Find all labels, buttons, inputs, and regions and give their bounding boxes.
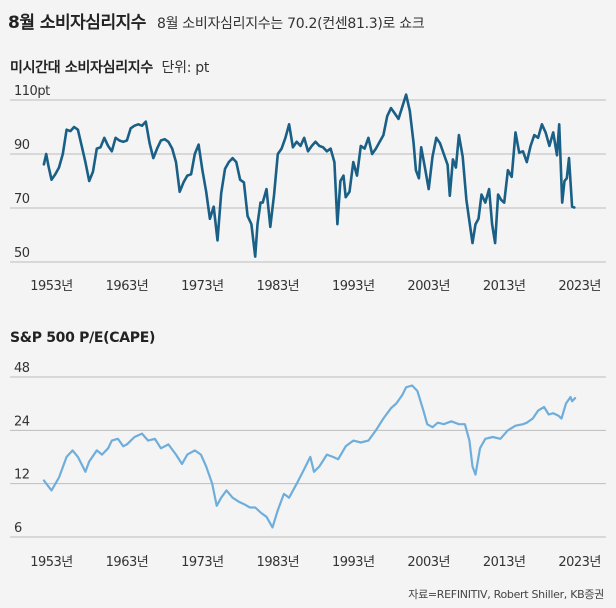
chart1-title-block: 미시간대 소비자심리지수 단위: pt [10, 57, 209, 77]
chart2-series-line [42, 384, 577, 529]
chart2-ytick-label: 24 [14, 414, 30, 429]
source-note: 자료=REFINITIV, Robert Shiller, KB증권 [408, 588, 604, 601]
header: 8월 소비자심리지수 8월 소비자심리지수는 70.2(컨센81.3)로 쇼크 [8, 8, 425, 33]
chart2-xtick-label: 2003년 [407, 555, 450, 570]
chart1-title: 미시간대 소비자심리지수 [10, 60, 153, 76]
chart2-xtick-label: 1993년 [332, 555, 375, 570]
chart2-xtick-label: 1983년 [257, 555, 300, 570]
page-title: 8월 소비자심리지수 [8, 13, 146, 33]
chart2-xtick-label: 1953년 [30, 555, 73, 570]
chart1-xtick-label: 1953년 [30, 279, 73, 294]
chart1-xtick-label: 2013년 [483, 279, 526, 294]
chart1-xtick-label: 1963년 [106, 279, 149, 294]
chart1-xtick-label: 1973년 [181, 279, 224, 294]
chart1-unit: 단위: pt [161, 60, 210, 76]
chart2-ytick-label: 48 [14, 361, 30, 376]
chart2-xtick-label: 1973년 [181, 555, 224, 570]
chart2-ytick-label: 6 [14, 521, 22, 536]
chart1-ytick-label: 50 [14, 246, 30, 261]
chart2-xtick-label: 2023년 [558, 555, 601, 570]
chart1-xtick-label: 1993년 [332, 279, 375, 294]
chart1-xtick-label: 2023년 [558, 279, 601, 294]
chart2-xtick-label: 1963년 [106, 555, 149, 570]
chart1-series-line [42, 93, 576, 258]
page-subtitle: 8월 소비자심리지수는 70.2(컨센81.3)로 쇼크 [156, 16, 425, 32]
chart1-ytick-label: 70 [14, 192, 30, 207]
chart1-xtick-label: 1983년 [257, 279, 300, 294]
chart2-ytick-label: 12 [14, 468, 30, 483]
chart1-ytick-label: 110pt [14, 84, 50, 99]
chart1-ytick-label: 90 [14, 138, 30, 153]
chart2-title: S&P 500 P/E(CAPE) [10, 330, 156, 346]
chart2-xtick-label: 2013년 [483, 555, 526, 570]
chart1-xtick-label: 2003년 [407, 279, 450, 294]
